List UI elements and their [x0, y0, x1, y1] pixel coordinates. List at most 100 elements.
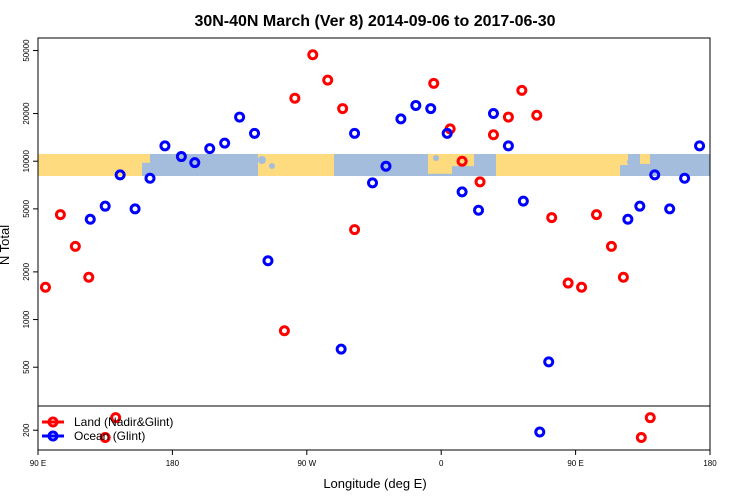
ocean-point — [543, 356, 555, 368]
map-land-shape — [258, 154, 334, 176]
ocean-point — [114, 169, 126, 181]
land-point — [531, 109, 543, 121]
land-point — [69, 240, 81, 252]
land-point — [644, 412, 656, 424]
land-point — [487, 129, 499, 141]
x-tick-label: 90 E — [567, 459, 583, 468]
plot-border — [37, 37, 711, 451]
chart-title: 30N-40N March (Ver 8) 2014-09-06 to 2017… — [194, 13, 555, 30]
land-point — [39, 281, 51, 293]
map-lake-shape — [627, 159, 633, 165]
land-point — [54, 209, 66, 221]
ocean-point — [159, 140, 171, 152]
x-tick-label: 0 — [439, 459, 444, 468]
ocean-point — [380, 160, 392, 172]
land-point — [562, 277, 574, 289]
ocean-point — [349, 127, 361, 139]
ocean-point — [649, 169, 661, 181]
map-land-shape — [640, 154, 650, 164]
y-tick-label: 200 — [22, 423, 31, 437]
land-point — [307, 49, 319, 61]
ocean-point — [634, 200, 646, 212]
ocean-point — [234, 111, 246, 123]
ocean-point — [622, 213, 634, 225]
legend-land-marker — [47, 416, 59, 428]
ocean-point — [425, 103, 437, 115]
ocean-point — [129, 203, 141, 215]
x-axis: 90 E 180 90 W 0 90 E 180 — [30, 450, 717, 468]
map-land-shape — [38, 154, 142, 176]
plot-frame — [37, 37, 711, 451]
y-axis-label: N Total — [0, 225, 12, 265]
land-point — [337, 103, 349, 115]
ocean-point — [204, 143, 216, 155]
land-point — [289, 92, 301, 104]
ocean-point — [395, 113, 407, 125]
ocean-point — [99, 200, 111, 212]
y-axis: 200 500 1000 2000 5000 10000 20000 50000 — [22, 39, 38, 437]
map-lake-shape — [344, 156, 348, 160]
land-point — [83, 271, 95, 283]
land-point — [322, 74, 334, 86]
land-point — [516, 84, 528, 96]
map-land-shape — [318, 154, 334, 172]
x-tick-label: 90 W — [297, 459, 316, 468]
y-tick-label: 20000 — [22, 102, 31, 125]
ocean-point — [679, 172, 691, 184]
land-point — [349, 224, 361, 236]
ocean-point — [487, 108, 499, 120]
legend: Land (Nadir&Glint) Ocean (Glint) — [42, 415, 173, 443]
y-tick-label: 500 — [22, 360, 31, 374]
ocean-point — [441, 127, 453, 139]
map-land-shape — [142, 154, 150, 163]
ocean-point — [517, 195, 529, 207]
ocean-point — [534, 426, 546, 438]
x-tick-label: 180 — [703, 459, 717, 468]
ocean-point — [664, 203, 676, 215]
map-atlantic-shape — [380, 154, 428, 176]
legend-ocean-marker — [47, 430, 59, 442]
ocean-point — [175, 151, 187, 163]
ocean-point — [502, 140, 514, 152]
y-tick-label: 50000 — [22, 39, 31, 62]
map-land-shape — [496, 154, 620, 176]
ocean-point — [410, 99, 422, 111]
y-tick-label: 10000 — [22, 150, 31, 173]
land-point — [576, 281, 588, 293]
land-point — [605, 240, 617, 252]
world-map-band — [38, 154, 710, 176]
map-land-shape — [620, 154, 628, 165]
map-lake-shape — [258, 156, 266, 164]
map-lake-shape — [433, 155, 439, 161]
land-point — [428, 77, 440, 89]
ocean-point — [249, 127, 261, 139]
land-point — [110, 412, 122, 424]
land-point — [591, 209, 603, 221]
land-point — [474, 176, 486, 188]
ocean-point — [473, 204, 485, 216]
ocean-point — [456, 186, 468, 198]
land-point — [502, 111, 514, 123]
map-land-shape — [428, 154, 452, 174]
land-point — [617, 271, 629, 283]
x-tick-label: 90 E — [30, 459, 46, 468]
legend-ocean-label: Ocean (Glint) — [74, 429, 145, 443]
x-tick-label: 180 — [166, 459, 180, 468]
land-point — [635, 431, 647, 443]
land-point — [99, 431, 111, 443]
x-axis-label: Longitude (deg E) — [323, 476, 426, 491]
ocean-point — [219, 137, 231, 149]
map-lake-shape — [269, 163, 275, 169]
legend-land-label: Land (Nadir&Glint) — [74, 415, 173, 429]
ocean-point — [694, 140, 706, 152]
land-point — [456, 155, 468, 167]
y-tick-label: 2000 — [22, 262, 31, 280]
data-points — [39, 49, 706, 443]
ocean-point — [84, 213, 96, 225]
land-point — [546, 212, 558, 224]
ocean-point — [189, 157, 201, 169]
ocean-point — [144, 172, 156, 184]
land-point — [278, 325, 290, 337]
